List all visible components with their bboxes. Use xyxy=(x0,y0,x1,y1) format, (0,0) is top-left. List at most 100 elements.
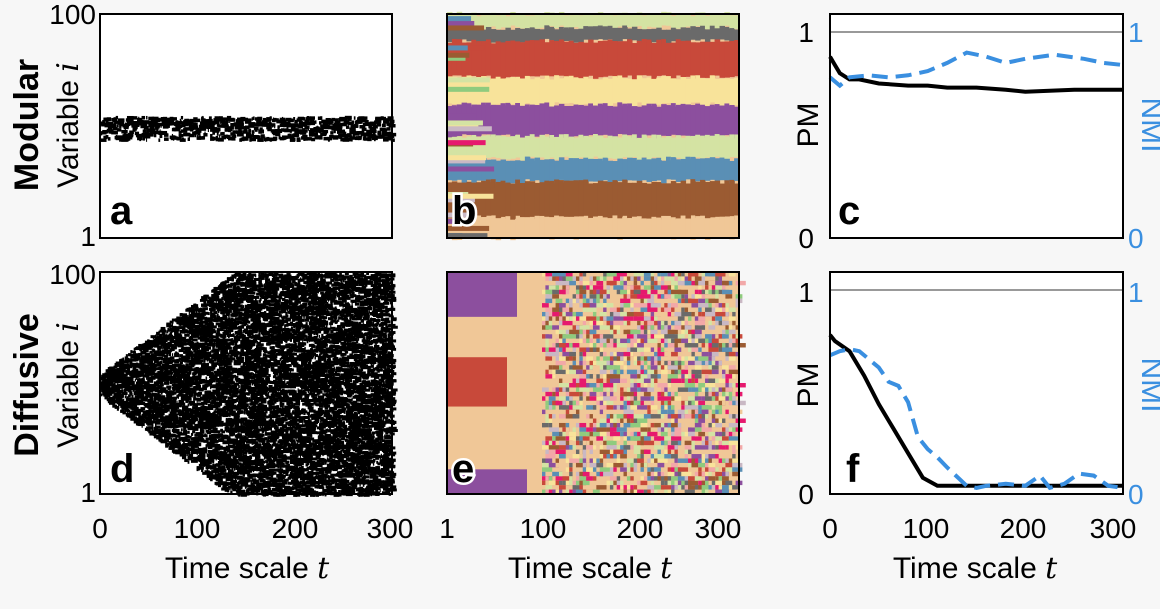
cluster-cell xyxy=(564,134,569,157)
raster-mark xyxy=(170,356,175,359)
raster-mark xyxy=(177,127,179,131)
cluster-cell xyxy=(578,29,583,43)
raster-mark xyxy=(199,394,201,397)
cluster-cell xyxy=(695,75,700,102)
raster-mark xyxy=(193,400,194,403)
raster-mark xyxy=(161,386,162,389)
cluster-cell xyxy=(729,79,734,106)
raster-mark xyxy=(152,345,153,348)
cluster-cell xyxy=(525,217,530,237)
raster-mark xyxy=(212,464,214,467)
cluster-cell xyxy=(588,40,593,76)
cluster-cell xyxy=(720,217,725,237)
raster-mark xyxy=(161,124,162,128)
cluster-cell xyxy=(544,76,549,103)
raster-mark xyxy=(227,489,229,492)
raster-mark xyxy=(122,358,124,361)
cluster-cell xyxy=(603,26,608,40)
raster-mark xyxy=(210,325,211,328)
cluster-cell xyxy=(593,79,598,106)
cluster-cell xyxy=(608,26,613,40)
cluster-cell xyxy=(637,29,642,43)
raster-mark xyxy=(228,402,229,405)
raster-mark xyxy=(195,379,197,382)
raster-mark xyxy=(179,136,180,140)
cluster-cell xyxy=(505,161,510,184)
raster-mark xyxy=(172,435,175,438)
raster-mark xyxy=(238,128,242,132)
cluster-cell xyxy=(710,218,715,238)
cluster-cell xyxy=(715,79,720,106)
cluster-cell xyxy=(510,77,515,104)
raster-mark xyxy=(226,119,229,123)
ylabel-var: i xyxy=(51,62,86,72)
raster-mark xyxy=(133,375,134,378)
cluster-cell xyxy=(491,105,496,137)
raster-mark xyxy=(277,125,279,128)
raster-mark xyxy=(148,412,149,415)
cluster-cell xyxy=(598,136,603,159)
raster-mark xyxy=(202,136,205,140)
raster-mark xyxy=(228,284,230,287)
cluster-cell xyxy=(724,159,729,182)
raster-mark xyxy=(139,137,140,141)
raster-mark xyxy=(219,299,221,302)
cluster-cell xyxy=(515,77,520,104)
cluster-cell xyxy=(656,40,661,76)
cluster-cell xyxy=(632,27,637,41)
raster-mark xyxy=(298,127,299,131)
raster-mark xyxy=(133,381,135,384)
cluster-cell xyxy=(627,218,632,238)
cluster-cell xyxy=(535,40,540,76)
cluster-cell xyxy=(559,180,564,216)
cluster-cell xyxy=(724,78,729,105)
raster-mark xyxy=(112,404,114,407)
cluster-cell xyxy=(505,183,510,219)
raster-mark xyxy=(165,390,168,393)
raster-mark xyxy=(199,352,200,355)
raster-mark xyxy=(182,402,185,405)
raster-mark xyxy=(192,338,198,341)
raster-mark xyxy=(332,136,338,140)
cluster-cell xyxy=(583,136,588,159)
cluster-cell xyxy=(530,79,535,106)
raster-mark xyxy=(212,137,215,141)
raster-mark xyxy=(180,404,182,407)
cluster-cell xyxy=(700,158,705,181)
cluster-cell xyxy=(642,78,647,105)
raster-mark xyxy=(217,314,219,317)
raster-mark xyxy=(163,335,164,338)
cluster-cell xyxy=(486,27,491,41)
cluster-cell xyxy=(651,79,656,106)
raster-mark xyxy=(167,396,168,399)
raster-mark xyxy=(202,307,208,310)
raster-mark xyxy=(126,402,128,405)
cluster-cell xyxy=(690,75,695,102)
cluster-cell xyxy=(574,77,579,104)
cluster-cell xyxy=(676,79,681,106)
plot-background xyxy=(830,14,1123,238)
raster-mark xyxy=(219,116,223,120)
cluster-cell xyxy=(564,76,569,103)
cluster-cell xyxy=(612,180,617,216)
raster-mark xyxy=(226,362,232,365)
raster-mark xyxy=(172,392,174,395)
cluster-cell xyxy=(651,29,656,43)
cluster-cell xyxy=(715,134,720,157)
cluster-cell xyxy=(544,25,549,39)
cluster-cell xyxy=(627,103,632,135)
raster-mark xyxy=(180,323,181,326)
raster-mark xyxy=(208,471,211,474)
cluster-cell xyxy=(574,158,579,181)
raster-mark xyxy=(184,357,185,360)
cluster-cell xyxy=(515,135,520,158)
cluster-cell xyxy=(637,41,642,77)
raster-mark xyxy=(201,352,202,355)
raster-mark xyxy=(328,138,330,142)
cluster-cell xyxy=(685,28,690,42)
raster-mark xyxy=(213,358,215,361)
raster-mark xyxy=(153,352,154,355)
raster-mark xyxy=(347,133,350,137)
raster-mark xyxy=(211,325,217,328)
raster-mark xyxy=(348,122,349,126)
